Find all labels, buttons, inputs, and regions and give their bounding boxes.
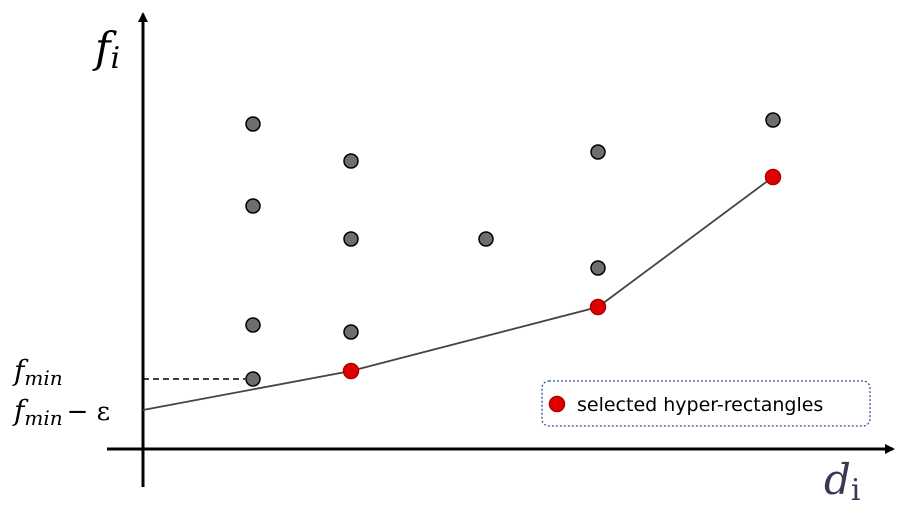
point bbox=[590, 260, 606, 276]
selected-point bbox=[589, 298, 607, 316]
selected-point bbox=[342, 362, 360, 380]
y-axis-label: fi bbox=[92, 23, 120, 76]
hull-line bbox=[142, 176, 774, 411]
x-axis-label: di bbox=[824, 455, 861, 508]
point bbox=[245, 371, 261, 387]
point bbox=[343, 153, 359, 169]
point bbox=[245, 116, 261, 132]
fmin-eps-suffix: − ε bbox=[67, 397, 111, 427]
point bbox=[343, 324, 359, 340]
x-label-sub: i bbox=[851, 473, 861, 508]
point bbox=[765, 112, 781, 128]
points bbox=[245, 112, 782, 387]
point bbox=[245, 317, 261, 333]
selected-point bbox=[764, 168, 782, 186]
point bbox=[343, 231, 359, 247]
point bbox=[245, 198, 261, 214]
x-label-main: d bbox=[824, 455, 851, 504]
point bbox=[590, 144, 606, 160]
fmin-eps-label: fmin − ε bbox=[12, 394, 110, 430]
legend-box bbox=[541, 380, 871, 427]
fmin-label: fmin bbox=[12, 354, 63, 390]
fmin-eps-sub: min bbox=[24, 406, 62, 430]
legend-marker bbox=[548, 395, 566, 413]
point bbox=[478, 231, 494, 247]
fmin-sub: min bbox=[24, 366, 62, 390]
legend-label: selected hyper-rectangles bbox=[577, 394, 823, 416]
y-label-sub: i bbox=[111, 41, 121, 76]
